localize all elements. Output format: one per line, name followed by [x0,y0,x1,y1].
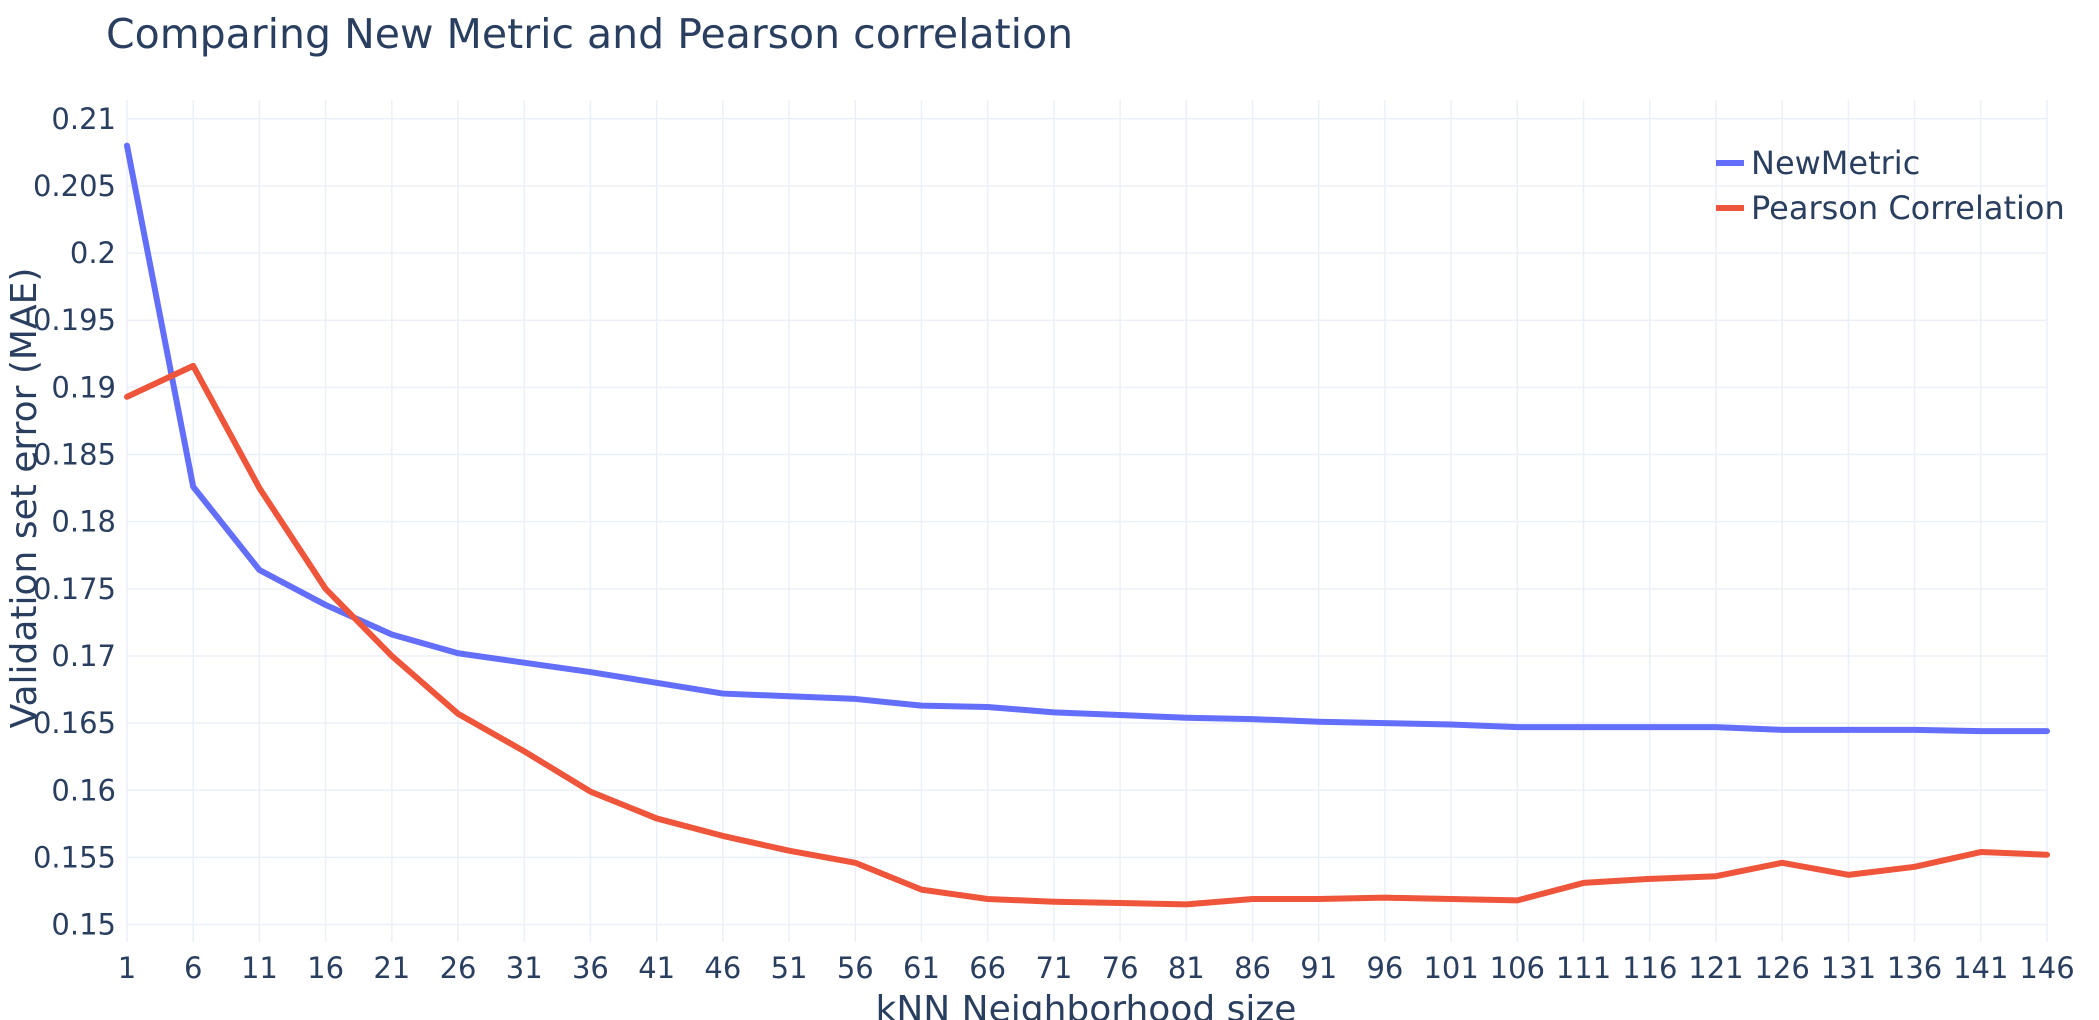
x-tick-label: 131 [1821,951,1876,985]
x-tick-label: 51 [771,951,808,985]
x-tick-label: 111 [1556,951,1611,985]
x-tick-label: 96 [1366,951,1403,985]
series-layer [124,142,2050,908]
y-tick-label: 0.185 [33,438,116,472]
x-tick-label: 61 [903,951,940,985]
x-tick-label: 56 [837,951,874,985]
series-line-newmetric[interactable] [124,142,2050,735]
legend-item-newmetric[interactable]: NewMetric [1716,144,1920,182]
x-tick-label: 41 [638,951,675,985]
x-tick-label: 16 [307,951,344,985]
series-line-pearson-correlation[interactable] [124,362,2050,908]
y-tick-label: 0.18 [51,505,116,539]
x-tick-label: 106 [1490,951,1545,985]
x-tick-label: 101 [1423,951,1478,985]
y-tick-label: 0.2 [70,236,116,270]
x-tick-label: 116 [1622,951,1677,985]
grid-layer [126,100,2048,942]
y-tick-label: 0.175 [33,572,116,606]
x-tick-label: 126 [1754,951,1809,985]
y-tick-label: 0.205 [33,169,116,203]
x-tick-label: 141 [1953,951,2008,985]
legend-item-pearson-correlation[interactable]: Pearson Correlation [1716,189,2065,227]
x-tick-label: 46 [704,951,741,985]
x-tick-label: 26 [440,951,477,985]
x-tick-label: 21 [373,951,410,985]
x-tick-label: 76 [1102,951,1139,985]
x-tick-label: 146 [2019,951,2074,985]
x-tick-label: 11 [241,951,278,985]
x-tick-label: 1 [118,951,136,985]
x-tick-label: 31 [506,951,543,985]
x-tick-label: 91 [1300,951,1337,985]
y-tick-label: 0.17 [51,639,116,673]
x-axis-title: kNN Neighborhood size [876,989,1297,1020]
chart-title: Comparing New Metric and Pearson correla… [106,10,1073,58]
y-tick-label: 0.19 [51,370,116,404]
x-tick-label: 36 [572,951,609,985]
legend-label-newmetric: NewMetric [1751,144,1920,182]
y-tick-label: 0.155 [33,840,116,874]
x-tick-label: 71 [1035,951,1072,985]
y-axis-title: Validation set error (MAE) [4,268,45,729]
x-tick-label: 66 [969,951,1006,985]
y-tick-label: 0.165 [33,706,116,740]
x-tick-label: 136 [1887,951,1942,985]
legend: NewMetric Pearson Correlation [1716,144,2065,227]
x-tick-label: 6 [184,951,202,985]
x-tick-label: 86 [1234,951,1271,985]
y-tick-label: 0.21 [51,102,116,136]
y-tick-label: 0.195 [33,303,116,337]
y-tick-label: 0.15 [51,908,116,942]
tick-layer: 1 6 11 16 21 26 31 36 41 46 51 56 61 66 71 76 81 86 91 96 10… [33,102,2075,985]
x-tick-label: 121 [1688,951,1743,985]
y-tick-label: 0.16 [51,773,116,807]
x-tick-label: 81 [1168,951,1205,985]
legend-label-pearson-correlation: Pearson Correlation [1751,189,2065,227]
